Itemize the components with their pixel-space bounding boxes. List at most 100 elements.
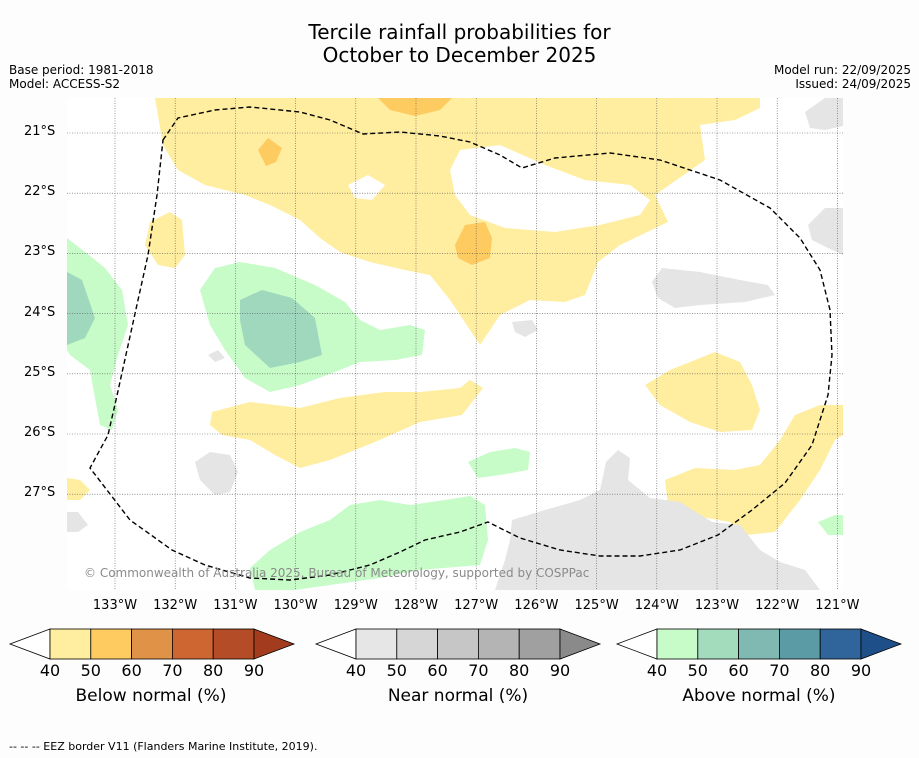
lat-label: 21°S bbox=[24, 124, 56, 139]
below-colorbar-tick: 40 bbox=[39, 661, 61, 680]
base-period: Base period: 1981-2018 bbox=[9, 63, 154, 77]
lon-label: 124°W bbox=[634, 598, 679, 613]
above-normal-50-central bbox=[240, 290, 322, 368]
below-normal-50-small bbox=[258, 138, 282, 166]
lon-label: 129°W bbox=[333, 598, 378, 613]
above-colorbar-max-extend bbox=[860, 628, 903, 660]
above-colorbar-tick: 80 bbox=[810, 661, 831, 680]
title-line-2: October to December 2025 bbox=[322, 43, 597, 67]
above-colorbar-min-extend bbox=[615, 628, 658, 660]
issued-date: Issued: 24/09/2025 bbox=[795, 77, 911, 91]
near-normal-northeast bbox=[805, 98, 843, 130]
near-normal-central-east bbox=[652, 268, 775, 308]
above-normal-50-west bbox=[67, 272, 95, 345]
below-normal-title: Below normal (%) bbox=[75, 686, 227, 706]
above-colorbar-tick: 70 bbox=[769, 661, 790, 680]
gridlines bbox=[67, 98, 843, 590]
below-normal-gap-1 bbox=[450, 145, 650, 232]
below-normal-50-central bbox=[455, 222, 492, 265]
near-colorbar-tick: 60 bbox=[427, 661, 448, 680]
above-colorbar-tick: 50 bbox=[687, 661, 708, 680]
lon-label: 132°W bbox=[153, 598, 198, 613]
above-colorbar-segment bbox=[697, 628, 739, 660]
above-colorbar-tick: 40 bbox=[646, 661, 668, 680]
below-colorbar-tick: 80 bbox=[203, 661, 224, 680]
below-colorbar-tick: 70 bbox=[162, 661, 183, 680]
model-name: Model: ACCESS-S2 bbox=[9, 77, 121, 91]
below-normal-central-band bbox=[210, 380, 483, 468]
below-colorbar-tick: 60 bbox=[121, 661, 142, 680]
copyright-notice: © Commonwealth of Australia 2025, Bureau… bbox=[84, 566, 590, 580]
near-colorbar-tick: 50 bbox=[386, 661, 407, 680]
near-normal-small-1 bbox=[512, 320, 538, 337]
meta-left: Base period: 1981-2018 Model: ACCESS-S2 bbox=[9, 63, 154, 91]
near-colorbar-tick: 70 bbox=[468, 661, 489, 680]
meta-right: Model run: 22/09/2025 Issued: 24/09/2025 bbox=[774, 63, 911, 91]
lon-label: 123°W bbox=[694, 598, 740, 613]
above-colorbar-segment bbox=[738, 628, 780, 660]
lon-label: 125°W bbox=[574, 598, 619, 613]
near-normal-title: Near normal (%) bbox=[387, 686, 529, 706]
above-colorbar-segment bbox=[656, 628, 699, 660]
near-colorbar-segment bbox=[396, 628, 438, 660]
near-normal-small-2 bbox=[208, 350, 225, 362]
below-colorbar-tick: 90 bbox=[243, 661, 265, 680]
near-colorbar-tick: 90 bbox=[549, 661, 571, 680]
title-line-1: Tercile rainfall probabilities for bbox=[308, 20, 611, 44]
lat-label: 23°S bbox=[24, 244, 56, 260]
near-normal-southwest bbox=[67, 512, 88, 532]
near-colorbar-segment bbox=[437, 628, 479, 660]
above-normal-south bbox=[250, 496, 488, 590]
lon-label: 126°W bbox=[514, 598, 559, 613]
lon-label: 122°W bbox=[755, 598, 800, 613]
near-colorbar-segment bbox=[477, 628, 520, 660]
below-normal-east-patch bbox=[645, 352, 760, 432]
below-normal-southeast-patch bbox=[665, 405, 843, 535]
above-colorbar-segment bbox=[819, 628, 862, 660]
near-normal-east bbox=[808, 208, 843, 255]
above-normal-center bbox=[468, 448, 530, 478]
lon-label: 128°W bbox=[393, 598, 439, 613]
above-colorbar-tick: 60 bbox=[728, 661, 749, 680]
near-colorbar-tick: 40 bbox=[345, 661, 367, 680]
above-normal-title: Above normal (%) bbox=[682, 686, 836, 706]
above-colorbar bbox=[615, 628, 903, 660]
below-colorbar-min-extend bbox=[8, 628, 51, 660]
above-normal-east bbox=[818, 515, 843, 535]
above-colorbar-tick: 90 bbox=[850, 661, 872, 680]
lat-label: 24°S bbox=[24, 304, 56, 320]
below-normal-50-north bbox=[378, 98, 452, 116]
below-normal-gap-2 bbox=[348, 175, 385, 200]
near-normal-west bbox=[195, 452, 238, 495]
colorbars bbox=[8, 628, 903, 660]
lon-label: 131°W bbox=[213, 598, 258, 613]
eez-border bbox=[89, 106, 833, 581]
lon-label: 121°W bbox=[815, 598, 860, 613]
lat-label: 26°S bbox=[24, 425, 56, 440]
lon-label: 127°W bbox=[454, 598, 499, 613]
lon-label: 133°W bbox=[92, 598, 138, 613]
below-colorbar-tick: 50 bbox=[80, 661, 101, 680]
below-colorbar-segment bbox=[90, 628, 133, 660]
lat-label: 25°S bbox=[24, 364, 56, 380]
near-colorbar-segment bbox=[355, 628, 398, 660]
below-colorbar-segment bbox=[49, 628, 92, 660]
lon-label: 130°W bbox=[273, 598, 318, 613]
below-normal-north-region bbox=[155, 98, 760, 345]
near-colorbar-segment bbox=[518, 628, 561, 660]
below-colorbar bbox=[8, 628, 296, 660]
eez-footnote: -- -- -- EEZ border V11 (Flanders Marine… bbox=[9, 740, 318, 753]
below-colorbar-max-extend bbox=[253, 628, 296, 660]
near-normal-south bbox=[495, 450, 820, 590]
below-colorbar-segment bbox=[171, 628, 214, 660]
probability-field bbox=[67, 98, 843, 590]
lat-label: 22°S bbox=[24, 184, 56, 200]
near-colorbar-max-extend bbox=[559, 628, 602, 660]
near-colorbar-min-extend bbox=[314, 628, 357, 660]
below-colorbar-segment bbox=[131, 628, 173, 660]
lat-label: 27°S bbox=[24, 485, 56, 501]
near-colorbar bbox=[314, 628, 602, 660]
model-run: Model run: 22/09/2025 bbox=[773, 63, 911, 77]
below-colorbar-segment bbox=[212, 628, 255, 660]
